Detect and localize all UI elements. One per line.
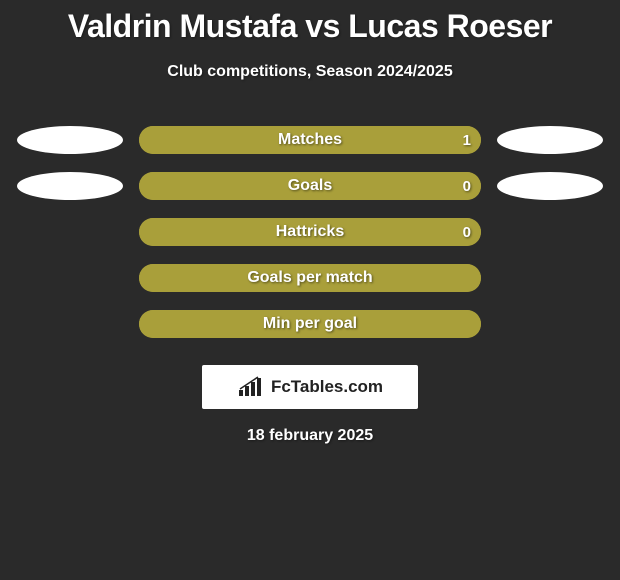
player1-ellipse — [17, 172, 123, 200]
player1-ellipse — [17, 126, 123, 154]
stat-label: Min per goal — [139, 310, 481, 338]
stat-row: Matches1 — [0, 117, 620, 163]
bars-icon — [237, 376, 265, 398]
stat-bar: Min per goal — [139, 310, 481, 338]
comparison-subtitle: Club competitions, Season 2024/2025 — [0, 63, 620, 81]
stat-rows: Matches1Goals0Hattricks0Goals per matchM… — [0, 117, 620, 347]
snapshot-date: 18 february 2025 — [0, 427, 620, 445]
player2-value: 1 — [463, 126, 471, 154]
player2-value: 0 — [463, 218, 471, 246]
stat-bar: Matches1 — [139, 126, 481, 154]
stat-row: Hattricks0 — [0, 209, 620, 255]
stat-bar: Goals per match — [139, 264, 481, 292]
stat-bar: Goals0 — [139, 172, 481, 200]
stat-row: Goals0 — [0, 163, 620, 209]
stat-bar: Hattricks0 — [139, 218, 481, 246]
logo-text: FcTables.com — [271, 377, 383, 397]
stat-row: Min per goal — [0, 301, 620, 347]
stat-label: Matches — [139, 126, 481, 154]
stat-row: Goals per match — [0, 255, 620, 301]
player2-value: 0 — [463, 172, 471, 200]
stat-label: Goals — [139, 172, 481, 200]
stat-label: Hattricks — [139, 218, 481, 246]
fctables-logo: FcTables.com — [202, 365, 418, 409]
comparison-title: Valdrin Mustafa vs Lucas Roeser — [0, 0, 620, 45]
stat-label: Goals per match — [139, 264, 481, 292]
player2-ellipse — [497, 172, 603, 200]
player2-ellipse — [497, 126, 603, 154]
